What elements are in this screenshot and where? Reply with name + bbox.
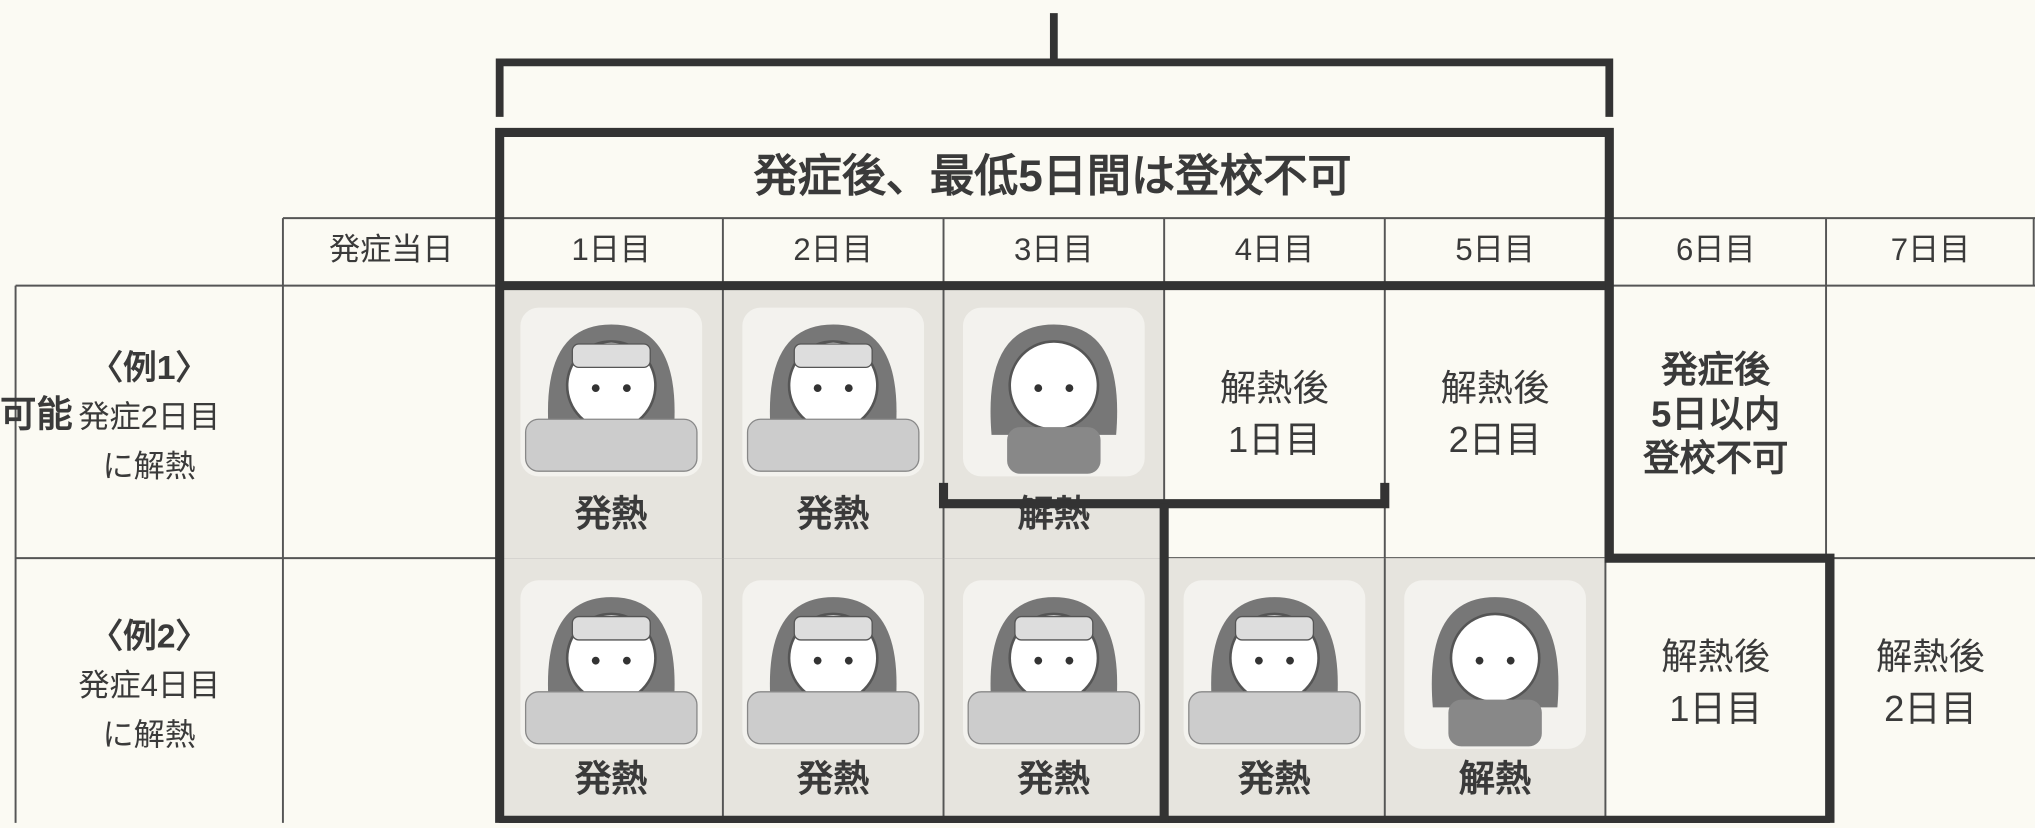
icon-eye [1286,656,1294,665]
cell-text: 2日目 [1449,419,1542,460]
cell-text: 発熱 [575,758,648,799]
icon-towel [793,615,873,641]
icon-eye [1065,656,1074,665]
icon-towel [571,615,651,641]
icon-towel [1234,615,1315,641]
header-cell: 5日目 [1455,232,1535,267]
banner: 発症後、最低5日間は登校不可 [753,152,1352,201]
icon-eye [1475,656,1484,665]
icon-eye [1255,656,1263,665]
icon-blanket [746,418,920,472]
icon-blanket [967,691,1141,745]
icon-blanket [746,691,920,745]
cell-text: 発熱 [1018,758,1091,799]
icon-eye [622,656,631,665]
illustration [742,580,925,749]
cell-text: 登校可能 [0,393,73,434]
cell-text: 2日目 [1884,688,1977,729]
cell-text: 解熱後 [1220,367,1329,408]
icon-eye [591,656,600,665]
row-label: 〈例1〉 [89,349,209,387]
icon-blanket [1188,691,1361,745]
cell-text: 登校不可 [1642,437,1788,478]
row-label: に解熱 [103,449,196,484]
illustration [520,580,703,749]
icon-eye [813,384,822,393]
icon-eye [1506,656,1515,665]
row-label: に解熱 [103,717,196,752]
illustration [962,580,1145,749]
icon-face [1008,340,1100,431]
cell-text: 発症後 [1661,349,1771,390]
cell-text: 1日目 [1228,419,1321,460]
header-cell: 4日目 [1235,232,1315,267]
cell-text: 解熱 [1459,758,1532,799]
cell-text: 発熱 [1238,758,1311,799]
thick-borders [495,13,1835,825]
illustration [742,307,925,477]
cell-text: 解熱後 [1876,636,1985,677]
row-label: 発症2日目 [78,400,220,435]
icon-eye [844,384,853,393]
icon-body [1448,699,1542,747]
header-cell: 6日目 [1676,232,1756,267]
icon-eye [1034,384,1043,393]
icon-eye [813,656,822,665]
cell-text: 発熱 [797,758,870,799]
icon-eye [1065,384,1074,393]
header-cell: 発症当日 [329,232,454,267]
cell-text: 解熱後 [1661,636,1770,677]
illustration [962,307,1145,477]
icon-eye [591,384,600,393]
icon-towel [571,343,651,369]
icon-towel [793,343,873,369]
header-cell: 7日目 [1891,232,1971,267]
cell-text: 解熱後 [1441,367,1550,408]
icon-face [1449,612,1541,704]
header-cell: 3日目 [1014,232,1094,267]
icon-blanket [524,418,698,472]
illustration [1404,580,1586,749]
cell-text: 発熱 [797,493,870,534]
header-cell: 2日目 [793,232,873,267]
illustration [520,307,703,477]
cell-text: 発熱 [575,493,648,534]
cell-text: 5日以内 [1651,393,1780,434]
cell-text: 1日目 [1669,688,1762,729]
icon-blanket [524,691,698,745]
icon-eye [1034,656,1043,665]
illustration [1183,580,1366,749]
row-label: 発症4日目 [78,668,220,703]
header-cell: 1日目 [571,232,651,267]
icon-body [1007,427,1101,474]
icon-towel [1014,615,1094,641]
icon-eye [622,384,631,393]
icon-eye [844,656,853,665]
row-label: 〈例2〉 [89,618,209,656]
